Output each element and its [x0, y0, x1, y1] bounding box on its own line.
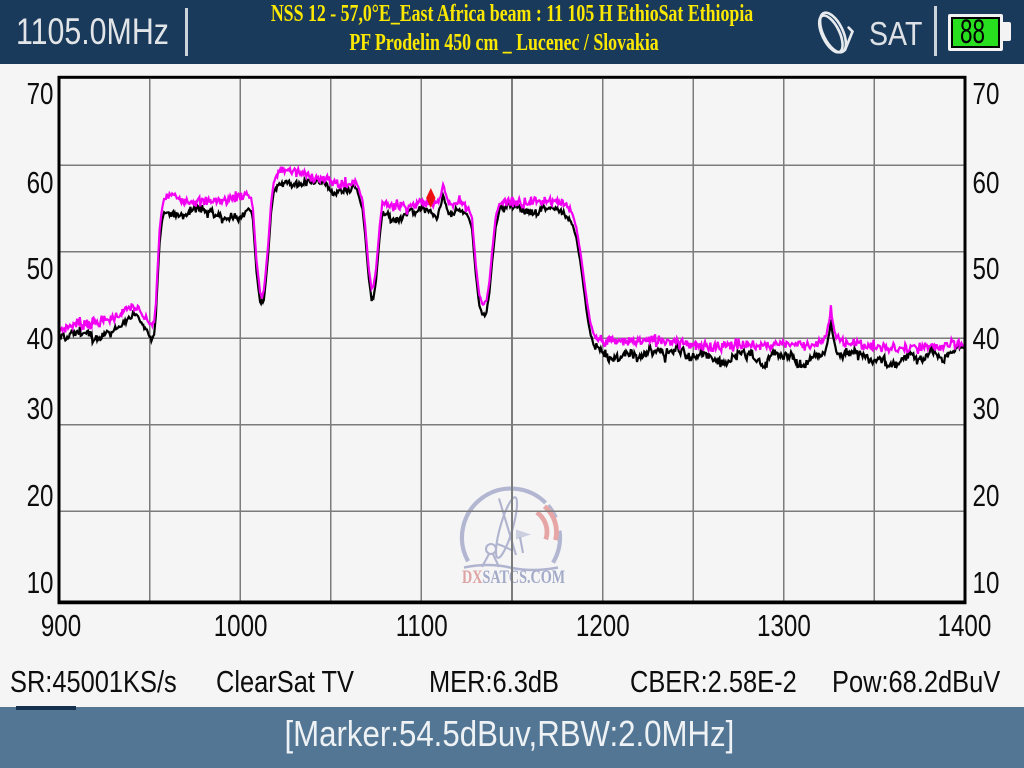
svg-text:1000: 1000 — [214, 608, 268, 643]
svg-text:70: 70 — [27, 76, 54, 111]
svg-text:1200: 1200 — [576, 608, 630, 643]
svg-text:1100: 1100 — [396, 608, 448, 643]
svg-text:10: 10 — [973, 565, 1000, 600]
svg-text:60: 60 — [973, 165, 1000, 200]
svg-text:900: 900 — [41, 608, 81, 643]
svg-text:40: 40 — [27, 321, 54, 356]
svg-text:DXSATCS.COM: DXSATCS.COM — [462, 566, 565, 588]
svg-text:1300: 1300 — [757, 608, 811, 643]
svg-text:40: 40 — [973, 321, 1000, 356]
svg-text:30: 30 — [27, 391, 54, 426]
svg-text:70: 70 — [973, 76, 1000, 111]
svg-text:30: 30 — [973, 391, 1000, 426]
svg-text:10: 10 — [27, 565, 54, 600]
svg-text:50: 50 — [973, 251, 1000, 286]
svg-text:20: 20 — [973, 478, 1000, 513]
svg-text:50: 50 — [27, 251, 54, 286]
svg-text:60: 60 — [27, 165, 54, 200]
svg-text:20: 20 — [27, 478, 54, 513]
svg-text:1400: 1400 — [938, 608, 992, 643]
